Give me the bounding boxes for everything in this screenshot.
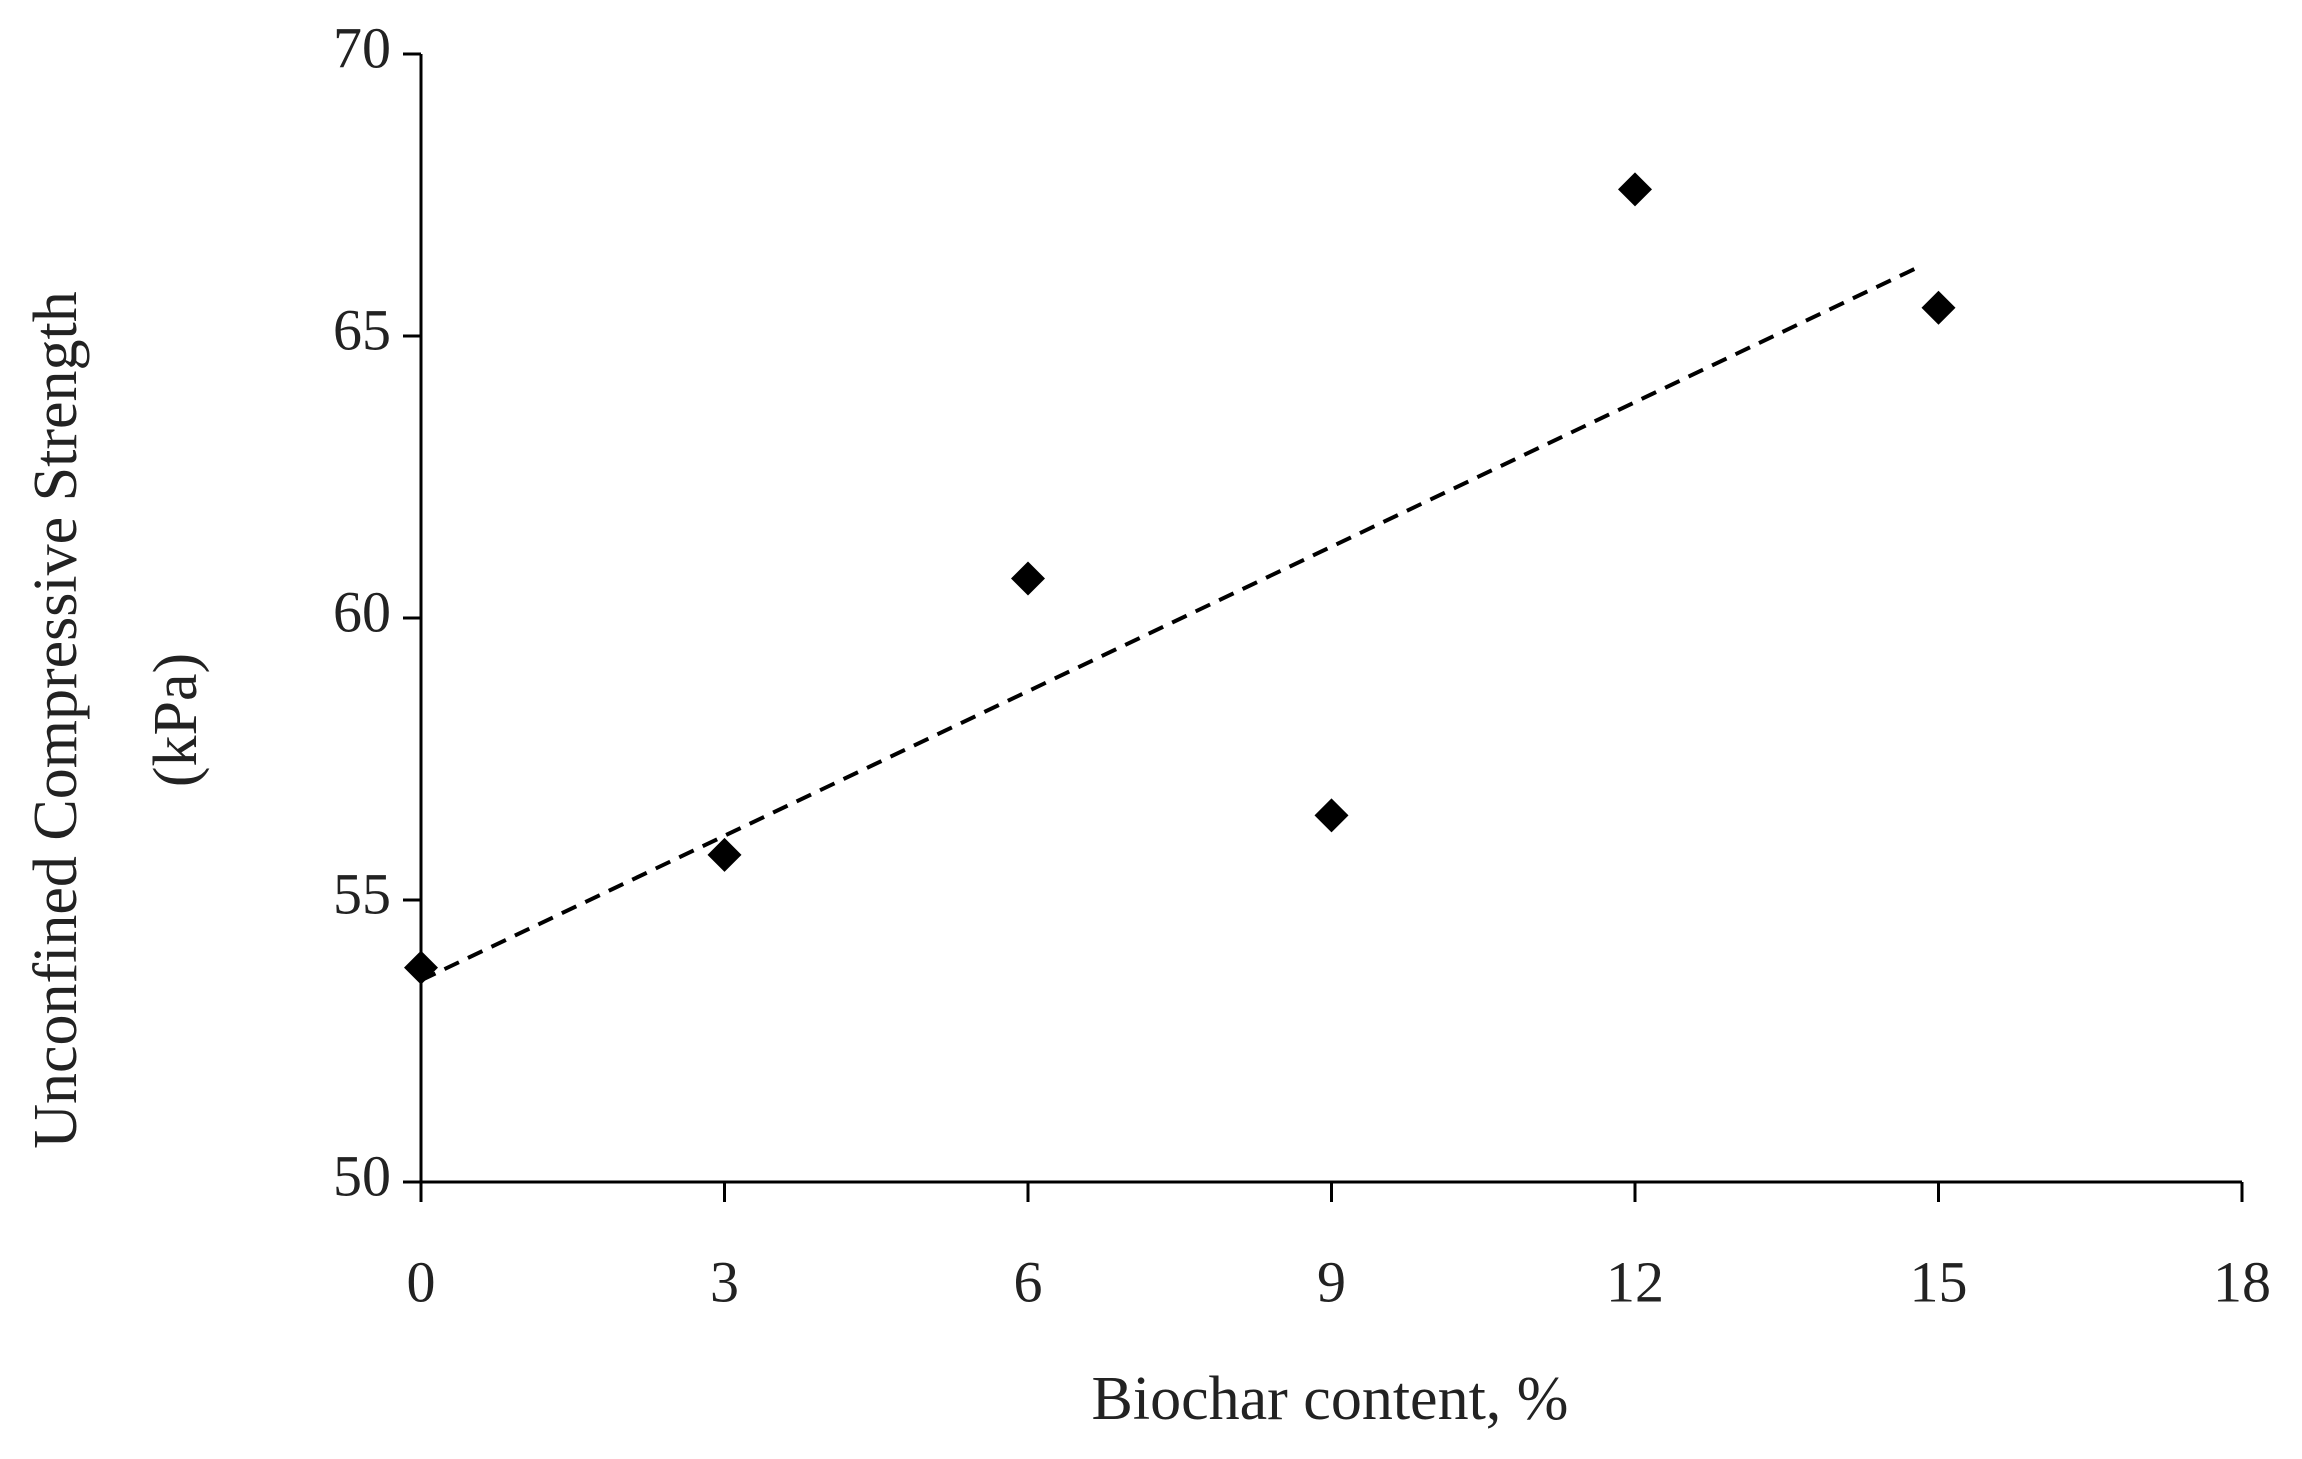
marker bbox=[1921, 290, 1956, 325]
trendline bbox=[420, 265, 1920, 983]
y-tick-label: 50 bbox=[333, 1143, 391, 1208]
x-tick-label: 0 bbox=[407, 1249, 436, 1314]
marker bbox=[404, 950, 438, 985]
x-tick-label: 18 bbox=[2213, 1249, 2271, 1314]
x-tick-label: 3 bbox=[710, 1249, 739, 1314]
x-tick-label: 9 bbox=[1317, 1249, 1346, 1314]
x-tick-label: 6 bbox=[1014, 1249, 1043, 1314]
y-axis-title: (kPa) bbox=[142, 653, 210, 787]
y-axis-title: Unconfined Compressive Strength bbox=[22, 291, 90, 1149]
marker bbox=[707, 837, 742, 872]
y-tick-label: 65 bbox=[333, 297, 391, 362]
x-tick-label: 12 bbox=[1606, 1249, 1664, 1314]
y-tick-label: 60 bbox=[333, 579, 391, 644]
x-tick-label: 15 bbox=[1910, 1249, 1968, 1314]
marker bbox=[1618, 172, 1652, 207]
y-tick-label: 55 bbox=[333, 861, 391, 926]
x-axis-title: Biochar content, % bbox=[1092, 1365, 1569, 1433]
y-tick-label: 70 bbox=[333, 15, 391, 80]
marker bbox=[1011, 561, 1045, 596]
marker bbox=[1314, 798, 1349, 833]
